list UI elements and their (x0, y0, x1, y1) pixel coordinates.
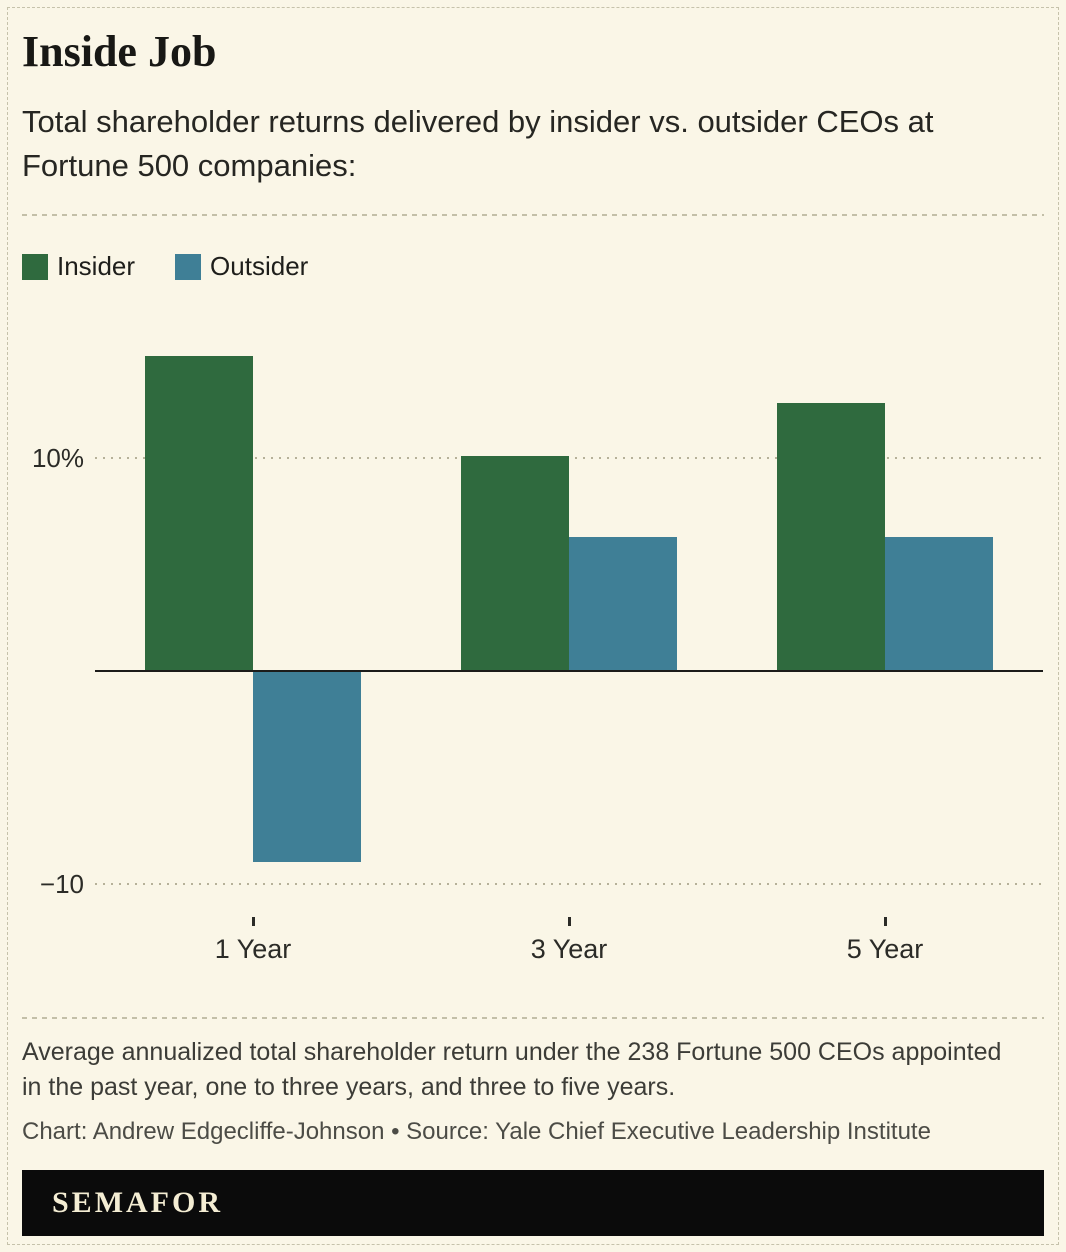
x-category-label: 3 Year (530, 934, 608, 965)
x-axis: 1 Year 3 Year 5 Year (95, 917, 1043, 965)
legend-item-outsider: Outsider (175, 251, 308, 282)
x-tick (883, 917, 887, 927)
x-tick (567, 917, 571, 927)
divider-bottom (22, 1017, 1044, 1020)
bar-outsider-1-year (253, 671, 361, 863)
legend-item-insider: Insider (22, 251, 135, 282)
outsider-swatch (175, 253, 202, 280)
chart-credit: Chart: Andrew Edgecliffe-Johnson • Sourc… (22, 1118, 931, 1146)
chart-subtitle: Total shareholder returns delivered by i… (22, 104, 934, 184)
x-axis-zero-line (95, 670, 1043, 673)
x-category-label: 5 Year (846, 934, 924, 965)
x-category-1-year: 1 Year (95, 917, 411, 965)
legend-label-insider: Insider (57, 251, 136, 282)
insider-swatch (22, 253, 48, 280)
semafor-logo-bar: SEMAFOR (22, 1170, 1044, 1237)
semafor-logo: SEMAFOR (52, 1186, 223, 1220)
bar-insider-1-year (145, 356, 253, 672)
y-axis-label--10: −10 (39, 868, 84, 899)
bar-outsider-3-year (569, 537, 677, 672)
legend-label-outsider: Outsider (210, 251, 309, 282)
x-category-label: 1 Year (214, 934, 292, 965)
chart-footnote: Average annualized total shareholder ret… (22, 1038, 1002, 1101)
gridline--10 (95, 882, 1043, 885)
bar-insider-5-year (777, 403, 885, 672)
x-category-5-year: 5 Year (727, 917, 1043, 965)
gridline-10 (95, 457, 1043, 460)
bar-chart: 1 Year 3 Year 5 Year 10% −10 (22, 326, 1044, 965)
plot-area (95, 326, 1043, 911)
bar-insider-3-year (461, 456, 569, 672)
x-tick (251, 917, 255, 927)
chart-title: Inside Job (22, 27, 217, 76)
x-category-3-year: 3 Year (411, 917, 727, 965)
divider-top (22, 214, 1044, 217)
legend: Insider Outsider (22, 251, 1044, 282)
bar-outsider-5-year (885, 537, 993, 672)
y-axis-label-10: 10% (31, 443, 84, 474)
